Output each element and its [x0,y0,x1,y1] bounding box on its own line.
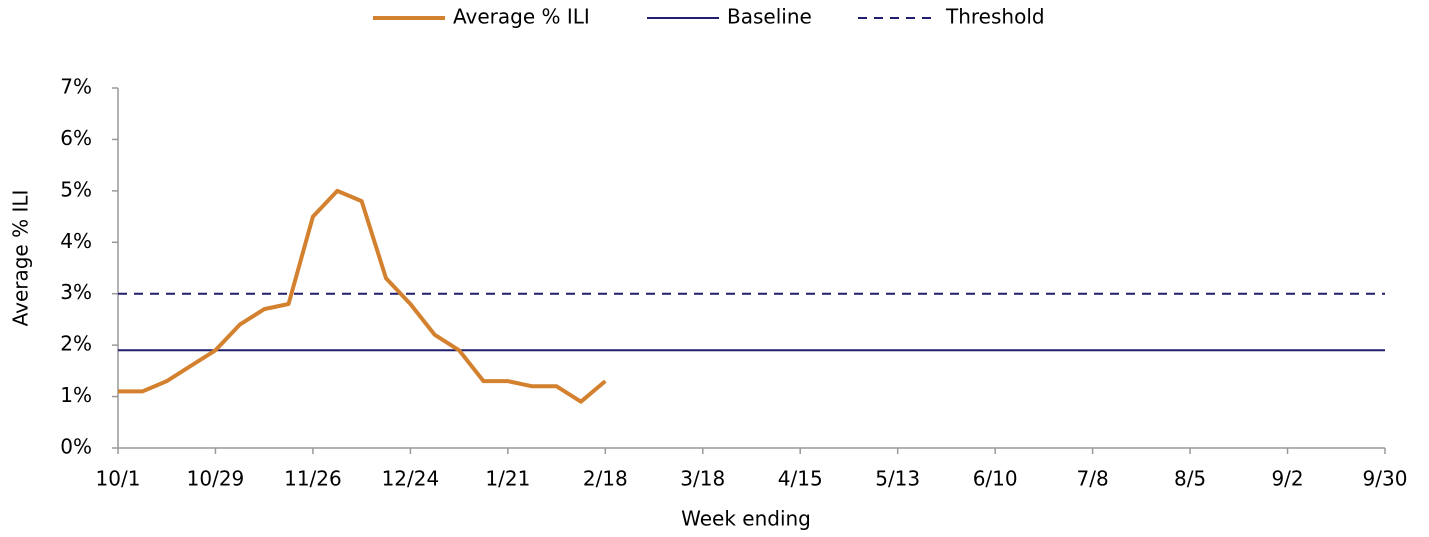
x-tick-label: 3/18 [680,467,725,491]
x-tick-label: 10/29 [187,467,245,491]
x-tick-label: 12/24 [382,467,440,491]
x-tick-label: 7/8 [1077,467,1109,491]
x-tick-label: 9/30 [1363,467,1408,491]
x-tick-label: 2/18 [583,467,628,491]
x-tick-label: 5/13 [875,467,920,491]
x-tick-label: 8/5 [1174,467,1206,491]
legend-label: Threshold [945,5,1045,29]
y-tick-label: 0% [60,435,92,459]
y-tick-label: 3% [60,280,92,304]
y-tick-label: 4% [60,229,92,253]
y-tick-label: 6% [60,126,92,150]
y-tick-label: 1% [60,383,92,407]
y-tick-label: 5% [60,177,92,201]
y-tick-label: 2% [60,332,92,356]
legend-label: Average % ILI [453,5,590,29]
x-tick-label: 4/15 [778,467,823,491]
x-tick-label: 10/1 [96,467,141,491]
x-tick-label: 11/26 [284,467,342,491]
y-tick-label: 7% [60,75,92,99]
x-axis-title: Week ending [681,507,811,531]
legend-label: Baseline [727,5,812,29]
x-tick-label: 6/10 [973,467,1018,491]
y-axis-title: Average % ILI [9,190,33,327]
x-tick-label: 9/2 [1271,467,1303,491]
series-line [118,188,607,404]
x-tick-label: 1/21 [485,467,530,491]
